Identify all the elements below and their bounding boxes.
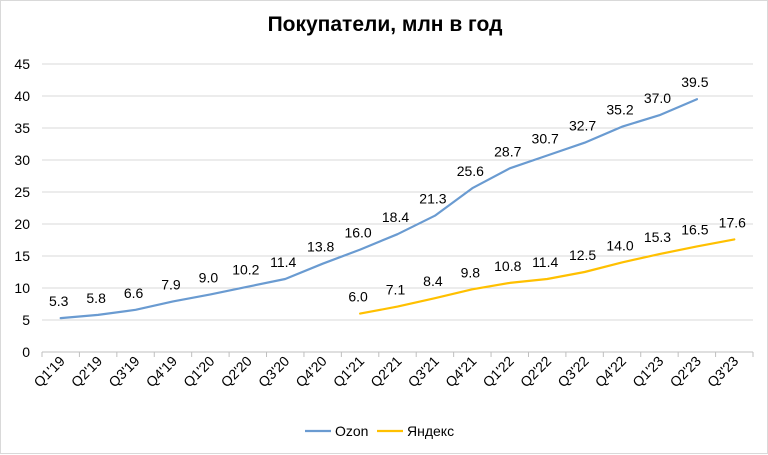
x-tick-label: Q2'23	[667, 353, 705, 391]
data-label: 15.3	[644, 229, 671, 245]
data-label: 18.4	[382, 209, 409, 225]
y-tick-label: 5	[22, 312, 30, 328]
x-tick-label: Q1'21	[330, 353, 368, 391]
x-tick-label: Q3'19	[105, 353, 143, 391]
y-tick-label: 10	[14, 280, 30, 296]
data-label: 21.3	[419, 191, 446, 207]
data-label: 11.4	[270, 254, 296, 270]
data-label: 6.6	[124, 285, 144, 301]
x-tick-label: Q1'20	[180, 353, 218, 391]
series-line-2	[359, 238, 736, 315]
x-tick-label: Q3'22	[554, 353, 592, 391]
data-label: 14.0	[606, 237, 633, 253]
data-label: 11.4	[532, 254, 558, 270]
y-tick-label: 45	[14, 56, 30, 72]
y-tick-label: 25	[14, 184, 30, 200]
x-tick-label: Q3'23	[704, 353, 742, 391]
data-label: 16.0	[344, 225, 371, 241]
x-tick-label: Q2'22	[517, 353, 555, 391]
data-label: 9.0	[199, 269, 219, 285]
data-label: 7.9	[161, 276, 181, 292]
data-label: 16.5	[681, 221, 708, 237]
data-label: 12.5	[569, 247, 596, 263]
x-tick-label: Q2'21	[367, 353, 405, 391]
y-tick-label: 20	[14, 216, 30, 232]
y-tick-label: 15	[14, 248, 30, 264]
data-label: 7.1	[386, 282, 406, 298]
x-tick-label: Q1'23	[629, 353, 667, 391]
data-label: 39.5	[681, 74, 708, 90]
x-tick-label: Q4'22	[592, 353, 630, 391]
data-label: 10.8	[494, 258, 521, 274]
data-label: 13.8	[307, 239, 334, 255]
x-tick-label: Q4'20	[292, 353, 330, 391]
data-label: 37.0	[644, 90, 671, 106]
data-label: 5.8	[86, 290, 106, 306]
data-label: 35.2	[606, 102, 633, 118]
x-tick-label: Q1'19	[30, 353, 68, 391]
x-tick-label: Q3'20	[255, 353, 293, 391]
data-label: 6.0	[348, 289, 368, 305]
x-tick-label: Q4'19	[143, 353, 181, 391]
chart-title: Покупатели, млн в год	[267, 13, 503, 36]
x-tick-label: Q1'22	[479, 353, 517, 391]
data-label: 8.4	[423, 273, 443, 289]
data-label: 25.6	[457, 163, 484, 179]
x-tick-label: Q2'20	[218, 353, 256, 391]
data-label: 17.6	[719, 214, 746, 230]
legend-label: Ozon	[335, 423, 368, 439]
data-label: 30.7	[532, 131, 559, 147]
data-label: 9.8	[461, 264, 481, 280]
data-label: 10.2	[232, 262, 259, 278]
x-tick-label: Q2'19	[68, 353, 106, 391]
data-label: 32.7	[569, 118, 596, 134]
y-tick-label: 40	[14, 88, 30, 104]
y-tick-label: 35	[14, 120, 30, 136]
y-tick-label: 30	[14, 152, 30, 168]
y-tick-label: 0	[22, 344, 30, 360]
legend-label: Яндекс	[407, 423, 454, 439]
x-tick-label: Q3'21	[405, 353, 443, 391]
data-label: 5.3	[49, 293, 69, 309]
series-line-1	[59, 98, 699, 320]
x-tick-label: Q4'21	[442, 353, 480, 391]
data-label: 28.7	[494, 143, 521, 159]
